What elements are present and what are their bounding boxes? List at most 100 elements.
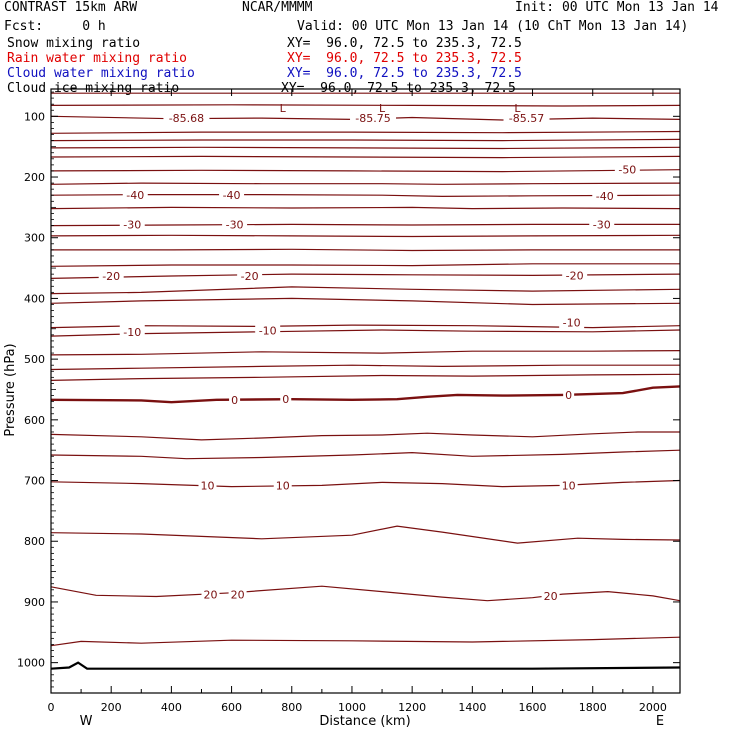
low-marker-1: L bbox=[379, 102, 386, 115]
contour-label-6: -40 bbox=[596, 190, 614, 203]
contour-label-bg-19 bbox=[198, 478, 217, 492]
contour-label-bg-5 bbox=[219, 188, 245, 202]
contour-label-0: -85.68 bbox=[169, 112, 204, 125]
contour-line-17 bbox=[50, 297, 681, 306]
contour-label-bg-13 bbox=[119, 324, 145, 338]
field-rain-name: Rain water mixing ratio bbox=[7, 51, 188, 66]
contour-label-24: 20 bbox=[544, 590, 558, 603]
y-tick-label-4: 500 bbox=[24, 353, 45, 366]
x-tick-label-0: 0 bbox=[48, 701, 55, 714]
contour-line-6 bbox=[50, 155, 681, 159]
plot-frame bbox=[50, 88, 681, 694]
contour-label-4: -40 bbox=[126, 189, 144, 202]
contour-line-8 bbox=[50, 182, 681, 185]
contour-label-bg-12 bbox=[562, 268, 588, 282]
contour-label-20: 10 bbox=[276, 479, 290, 492]
contour-label-bg-11 bbox=[237, 268, 263, 282]
y-tick-label-1: 200 bbox=[24, 171, 45, 184]
field-snow-xy: XY= 96.0, 72.5 to 235.3, 72.5 bbox=[287, 36, 522, 51]
contour-line-19 bbox=[50, 329, 681, 337]
contour-label-bg-18 bbox=[563, 387, 575, 401]
contour-line-25 bbox=[50, 449, 681, 460]
contour-label-19: 10 bbox=[200, 479, 214, 492]
contour-line-20 bbox=[50, 350, 681, 356]
contour-label-2: -85.57 bbox=[509, 112, 544, 125]
x-tick-label-4: 800 bbox=[281, 701, 302, 714]
contour-label-22: 20 bbox=[204, 589, 218, 602]
forecast-hour: Fcst: 0 h bbox=[4, 19, 106, 34]
x-tick-label-2: 400 bbox=[161, 701, 182, 714]
contour-label-17: 0 bbox=[282, 393, 289, 406]
contour-label-bg-24 bbox=[541, 588, 560, 602]
x-tick-label-1: 200 bbox=[101, 701, 122, 714]
contour-line-1 bbox=[50, 104, 681, 107]
contour-line-10 bbox=[50, 206, 681, 210]
contour-label-bg-7 bbox=[119, 217, 145, 231]
field-snow-name: Snow mixing ratio bbox=[7, 36, 141, 51]
contour-line-4 bbox=[50, 138, 681, 142]
x-tick-label-6: 1200 bbox=[398, 701, 426, 714]
x-tick-label-9: 1800 bbox=[579, 701, 607, 714]
contour-line-15 bbox=[50, 273, 681, 279]
contour-label-11: -20 bbox=[241, 270, 259, 283]
contour-label-21: 10 bbox=[562, 479, 576, 492]
contour-label-bg-0 bbox=[163, 111, 210, 125]
init-time: Init: 00 UTC Mon 13 Jan 14 bbox=[515, 0, 719, 15]
contour-line-29 bbox=[50, 636, 681, 647]
low-marker-2: L bbox=[514, 102, 521, 115]
contour-label-7: -30 bbox=[123, 218, 141, 231]
organization-label: NCAR/MMMM bbox=[242, 0, 313, 15]
field-rain-xy: XY= 96.0, 72.5 to 235.3, 72.5 bbox=[287, 51, 522, 66]
contour-label-bg-16 bbox=[229, 392, 241, 406]
contour-line-18 bbox=[50, 324, 681, 329]
contour-line-5 bbox=[50, 146, 681, 150]
x-tick-label-8: 1600 bbox=[519, 701, 547, 714]
contour-label-bg-14 bbox=[255, 323, 281, 337]
contour-line-16 bbox=[50, 286, 681, 295]
y-axis-label: Pressure (hPa) bbox=[3, 343, 18, 436]
contour-label-bg-15 bbox=[559, 315, 585, 329]
y-tick-label-9: 1000 bbox=[17, 657, 45, 670]
contour-label-12: -20 bbox=[566, 269, 584, 282]
contour-label-bg-9 bbox=[589, 217, 615, 231]
contour-label-8: -30 bbox=[226, 218, 244, 231]
contour-label-5: -40 bbox=[223, 189, 241, 202]
contour-label-bg-8 bbox=[222, 217, 248, 231]
valid-time: Valid: 00 UTC Mon 13 Jan 14 (10 ChT Mon … bbox=[297, 19, 689, 34]
contour-label-bg-2 bbox=[503, 111, 550, 125]
x-tick-label-3: 600 bbox=[221, 701, 242, 714]
contour-label-bg-17 bbox=[280, 392, 292, 406]
y-tick-label-3: 400 bbox=[24, 292, 45, 305]
field-cloud-water-xy: XY= 96.0, 72.5 to 235.3, 72.5 bbox=[287, 66, 522, 81]
model-title: CONTRAST 15km ARW bbox=[4, 0, 138, 15]
contour-label-23: 20 bbox=[231, 589, 245, 602]
contour-line-11 bbox=[50, 223, 680, 227]
y-tick-label-8: 900 bbox=[24, 596, 45, 609]
contour-label-15: -10 bbox=[563, 317, 581, 330]
contour-label-9: -30 bbox=[593, 218, 611, 231]
y-tick-label-6: 700 bbox=[24, 475, 45, 488]
contour-line-28 bbox=[50, 585, 681, 602]
contour-line-14 bbox=[50, 263, 680, 267]
x-axis-label: Distance (km) bbox=[319, 714, 410, 729]
contour-label-3: -50 bbox=[618, 164, 636, 177]
contour-line-23 bbox=[50, 385, 681, 404]
y-tick-label-2: 300 bbox=[24, 232, 45, 245]
contour-label-bg-3 bbox=[614, 162, 640, 176]
contour-line-3 bbox=[50, 130, 681, 134]
terrain-line bbox=[50, 661, 681, 670]
contour-label-bg-22 bbox=[201, 587, 220, 601]
contour-label-bg-6 bbox=[592, 188, 618, 202]
contour-label-1: -85.75 bbox=[355, 112, 390, 125]
contour-label-16: 0 bbox=[231, 394, 238, 407]
contour-label-bg-10 bbox=[98, 268, 124, 282]
contour-label-18: 0 bbox=[565, 389, 572, 402]
contour-line-13 bbox=[51, 248, 680, 252]
contour-label-bg-4 bbox=[122, 188, 148, 202]
contour-line-12 bbox=[50, 234, 681, 238]
contour-label-10: -20 bbox=[102, 270, 120, 283]
east-label: E bbox=[656, 714, 664, 729]
contour-line-26 bbox=[50, 479, 681, 488]
contour-line-24 bbox=[50, 431, 680, 441]
